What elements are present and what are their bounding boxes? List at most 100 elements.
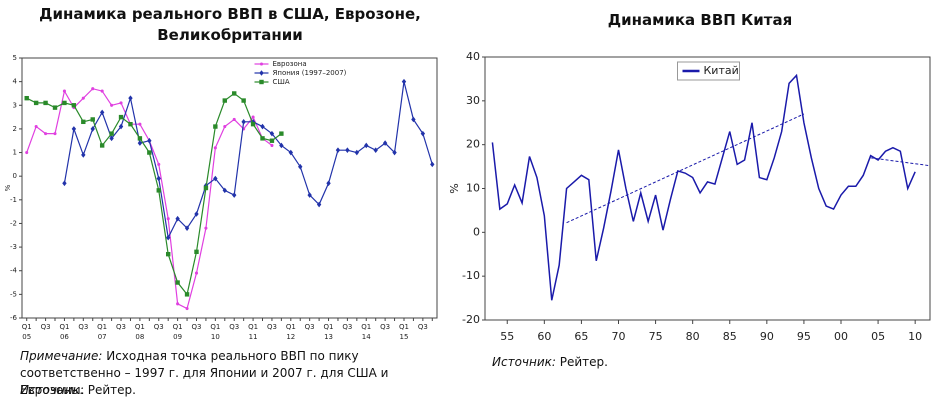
marker [62,100,67,106]
x-year-label: 06 [60,333,69,341]
marker [401,78,407,85]
marker [185,307,189,311]
marker [213,124,218,129]
y-tick-label: -1 [10,196,17,204]
y-tick-label: 40 [466,50,480,63]
marker [260,123,265,130]
note-label: Примечание: [20,349,103,363]
series-line [26,92,282,296]
marker [364,142,369,149]
x-tick-label: Q3 [418,323,428,331]
marker [279,142,284,149]
trend-line [566,113,805,224]
marker [34,125,38,129]
marker [165,251,171,257]
marker [232,117,236,121]
y-tick-label: 5 [13,54,17,62]
marker [430,161,435,168]
marker [24,95,29,101]
marker [335,147,341,153]
marker [109,135,114,142]
marker [194,249,199,255]
marker [241,98,246,103]
x-tick-label: 00 [834,330,848,343]
x-tick-label: Q3 [41,323,51,331]
marker [147,150,152,155]
marker [53,132,57,136]
plot-frame [484,56,931,321]
marker [137,140,143,146]
y-tick-label: -6 [10,314,18,322]
marker [110,103,114,107]
marker [382,140,388,146]
marker [269,130,275,137]
x-tick-label: 60 [537,330,551,343]
y-tick-label: 10 [466,182,480,195]
marker [81,119,86,125]
marker [128,121,133,127]
source-label: Источник: [20,383,84,397]
x-tick-label: Q1 [210,323,220,331]
marker [316,201,322,208]
x-tick-label: Q1 [286,323,296,331]
marker [33,100,39,106]
marker [194,271,199,275]
marker [223,125,227,129]
x-tick-label: Q1 [97,323,107,331]
marker [288,149,294,156]
marker [25,151,29,155]
marker [62,89,66,93]
series-line [491,73,916,301]
marker [213,175,218,182]
x-tick-label: 10 [908,330,922,343]
y-tick-label: -5 [10,290,17,298]
legend-label: Еврозона [273,60,307,68]
y-axis-label: % [448,183,461,193]
marker [138,122,142,126]
marker [222,98,227,103]
y-axis-label: % [4,184,12,191]
source: Источник: Рейтер. [492,354,608,371]
marker [90,126,95,132]
y-tick-label: 30 [466,94,480,107]
x-tick-label: 90 [760,330,774,343]
source-text: Рейтер. [87,383,136,397]
x-tick-label: Q3 [229,323,239,331]
marker [43,100,48,106]
marker [184,292,190,297]
marker [44,132,48,136]
x-year-label: 08 [135,333,144,341]
marker [270,143,274,147]
marker [232,91,237,96]
marker [52,105,58,110]
x-tick-label: Q3 [78,323,88,331]
marker [99,143,105,148]
marker [354,149,360,156]
marker [250,121,256,127]
x-tick-label: Q1 [399,323,409,331]
x-tick-label: 55 [500,330,514,343]
marker [81,152,86,158]
x-tick-label: Q1 [22,323,32,331]
x-tick-label: Q3 [380,323,390,331]
legend-label: Китай [704,64,739,77]
marker [251,115,255,119]
x-year-label: 05 [22,333,31,341]
marker [222,187,227,194]
marker [118,123,124,130]
marker [156,188,161,193]
x-tick-label: Q3 [267,323,277,331]
chart-title: Динамика ВВП Китая [607,11,793,29]
marker [71,126,77,132]
y-tick-label: 4 [13,78,18,86]
marker [109,131,114,136]
marker [420,130,426,137]
marker [326,180,331,187]
marker [91,87,95,91]
marker [147,137,152,144]
x-tick-label: Q3 [192,323,202,331]
x-year-label: 13 [324,333,333,341]
source-label: Источник: [492,355,556,369]
